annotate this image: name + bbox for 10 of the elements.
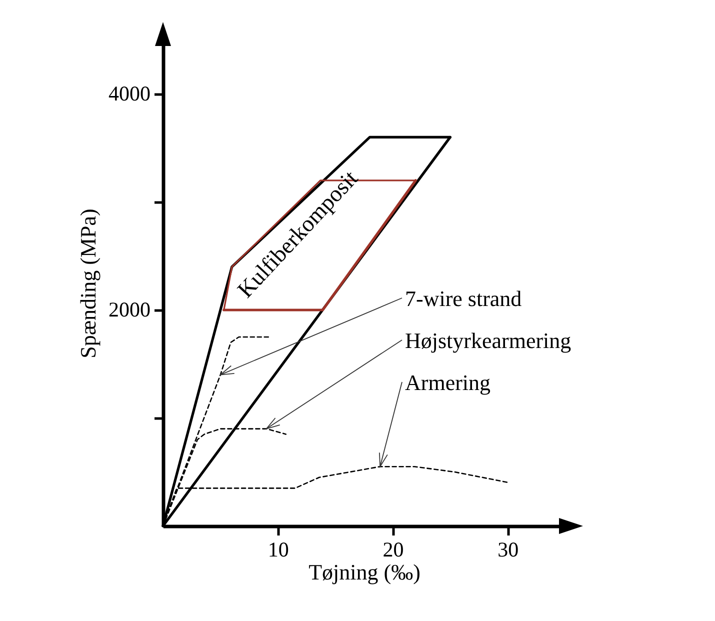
annotation: Højstyrkearmering (405, 328, 572, 353)
x-tick-label: 10 (268, 538, 289, 562)
y-tick-label: 4000 (108, 82, 150, 106)
y-tick-label: 2000 (108, 298, 150, 322)
x-tick-label: 30 (498, 538, 519, 562)
x-axis-title: Tøjning (‰) (308, 560, 420, 584)
annotation: 7-wire strand (405, 286, 522, 311)
y-axis-title: Spænding (MPa) (76, 208, 100, 358)
annotation: Armering (405, 370, 491, 395)
x-tick-label: 20 (382, 538, 404, 562)
